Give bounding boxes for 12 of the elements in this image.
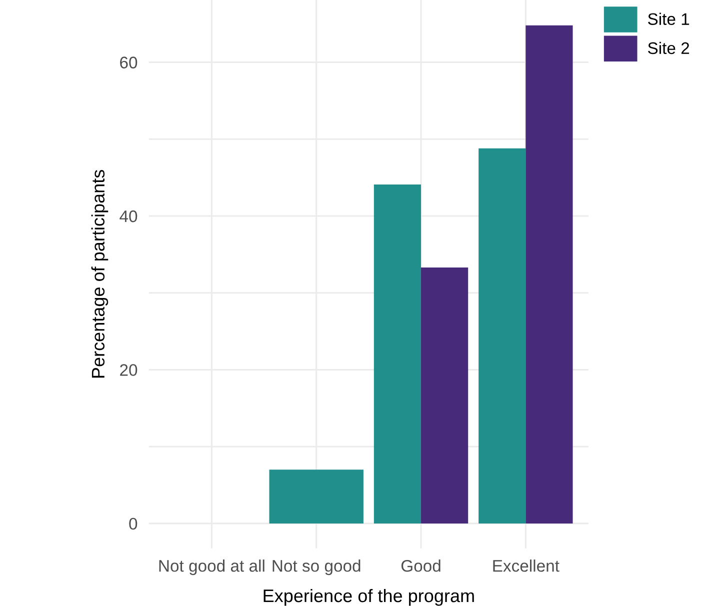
y-tick-label: 20: [120, 364, 138, 376]
legend-label: Site 2: [648, 42, 690, 54]
y-tick-label: 40: [120, 210, 138, 222]
x-tick-label: Not good at all: [159, 560, 264, 576]
y-axis-title: Percentage of participants: [91, 170, 108, 378]
x-tick-label: Excellent: [493, 560, 560, 572]
x-tick-label: Good: [401, 560, 440, 572]
y-tick-label: 60: [120, 56, 138, 68]
x-tick-label: Not so good: [272, 560, 360, 576]
legend-label: Site 1: [648, 12, 690, 25]
x-axis-title: Experience of the program: [264, 588, 474, 606]
y-tick-label: 0: [129, 518, 138, 530]
